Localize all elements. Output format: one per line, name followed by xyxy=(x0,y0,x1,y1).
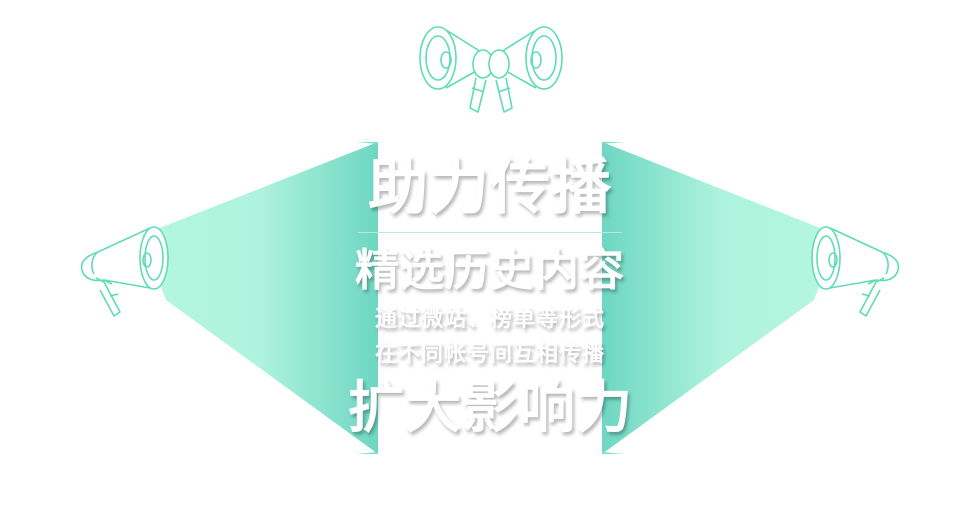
headline-main: 助力传播 xyxy=(368,153,612,223)
left-light-beam xyxy=(142,142,378,454)
center-panel xyxy=(378,142,602,454)
left-megaphone-icon xyxy=(80,226,169,317)
headline-sub: 精选历史内容 xyxy=(355,245,625,296)
divider-line xyxy=(358,232,622,233)
right-light-beam xyxy=(602,142,838,454)
description-line-1: 通过微站、榜单等形式 xyxy=(374,307,605,332)
headline-bottom: 扩大影响力 xyxy=(348,376,633,441)
top-double-megaphone-icon xyxy=(419,26,563,113)
description-line-2: 在不同帐号间互相传播 xyxy=(374,342,605,367)
right-megaphone-icon xyxy=(811,226,900,317)
